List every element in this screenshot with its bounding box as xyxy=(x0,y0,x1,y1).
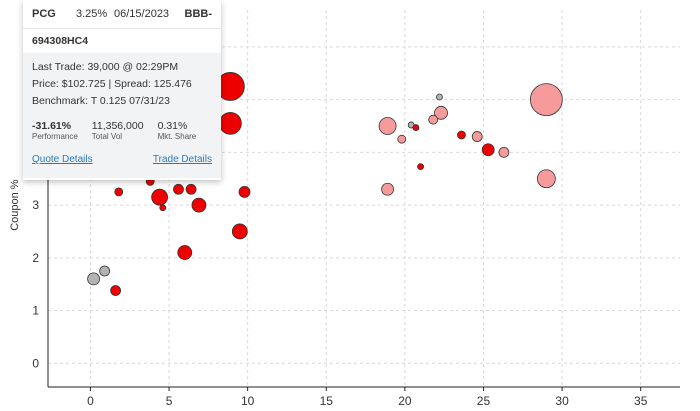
data-point xyxy=(381,182,394,196)
x-tick-label: 30 xyxy=(555,394,569,408)
data-point xyxy=(412,124,420,131)
stat-mkt-share: 0.31% Mkt. Share xyxy=(158,120,197,141)
y-tick-label: 1 xyxy=(32,304,39,318)
stat-performance: -31.61% Performance xyxy=(32,120,78,141)
tooltip-links: Quote Details Trade Details xyxy=(32,154,212,165)
data-point xyxy=(218,111,242,135)
data-point xyxy=(177,245,193,260)
stat-value: 0.31% xyxy=(157,120,188,132)
data-point xyxy=(536,169,556,189)
data-point xyxy=(436,93,443,101)
bond-symbol: PCG xyxy=(32,8,56,20)
y-axis-title: Coupon % xyxy=(9,179,21,231)
bond-cusip: 694308HC4 xyxy=(23,28,221,53)
stat-label: Total Vol xyxy=(91,132,123,141)
data-point xyxy=(99,265,110,277)
data-point xyxy=(185,183,197,195)
data-point xyxy=(110,285,122,296)
trade-details-link[interactable]: Trade Details xyxy=(152,154,212,165)
data-point xyxy=(498,146,510,158)
stat-value: 11,356,000 xyxy=(91,120,144,132)
data-point xyxy=(114,187,124,197)
data-point xyxy=(231,223,248,240)
x-tick-label: 0 xyxy=(87,394,94,408)
y-tick-label: 3 xyxy=(32,198,39,212)
x-tick-labels: 0 5 10 15 20 25 30 35 xyxy=(87,394,648,408)
data-point xyxy=(471,131,483,142)
stat-value: -31.61% xyxy=(32,120,72,132)
x-tick-label: 35 xyxy=(634,394,648,408)
data-point xyxy=(397,134,407,144)
data-point xyxy=(238,186,251,198)
y-tick-label: 2 xyxy=(32,251,39,265)
data-point xyxy=(87,272,100,286)
data-point xyxy=(529,83,563,117)
price-spread: Price: $102.725 | Spread: 125.476 xyxy=(32,78,192,90)
data-point xyxy=(378,117,397,135)
benchmark: Benchmark: T 0.125 07/31/23 xyxy=(32,95,170,107)
x-tick-label: 15 xyxy=(320,394,334,408)
data-point xyxy=(159,204,167,212)
tooltip-body: Last Trade: 39,000 @ 02:29PM Price: $102… xyxy=(23,53,221,178)
bond-maturity: 06/15/2023 xyxy=(114,8,170,20)
y-tick-label: 0 xyxy=(32,356,39,370)
last-trade: Last Trade: 39,000 @ 02:29PM xyxy=(32,61,179,73)
stat-label: Mkt. Share xyxy=(157,132,197,141)
data-point xyxy=(434,105,448,120)
data-point xyxy=(428,114,439,125)
bond-tooltip: PCG 3.25% 06/15/2023 BBB- 694308HC4 Last… xyxy=(23,0,221,180)
data-point xyxy=(151,188,169,206)
data-point xyxy=(173,183,184,195)
tooltip-stats: -31.61% Performance 11,356,000 Total Vol… xyxy=(32,120,212,141)
stat-total-vol: 11,356,000 Total Vol xyxy=(92,120,144,141)
stat-label: Performance xyxy=(32,132,78,141)
data-point xyxy=(191,197,207,213)
y-tick-labels: 0 1 2 3 xyxy=(32,198,39,370)
quote-details-link[interactable]: Quote Details xyxy=(32,154,93,165)
bond-rating: BBB- xyxy=(184,8,213,20)
x-tick-label: 25 xyxy=(477,394,491,408)
data-point xyxy=(457,130,466,140)
x-tick-label: 10 xyxy=(241,394,255,408)
data-point xyxy=(481,143,495,157)
data-point xyxy=(417,163,424,171)
bond-coupon: 3.25% xyxy=(76,8,108,20)
x-tick-label: 20 xyxy=(398,394,412,408)
tooltip-header: PCG 3.25% 06/15/2023 BBB- xyxy=(23,0,221,28)
x-tick-label: 5 xyxy=(166,394,173,408)
